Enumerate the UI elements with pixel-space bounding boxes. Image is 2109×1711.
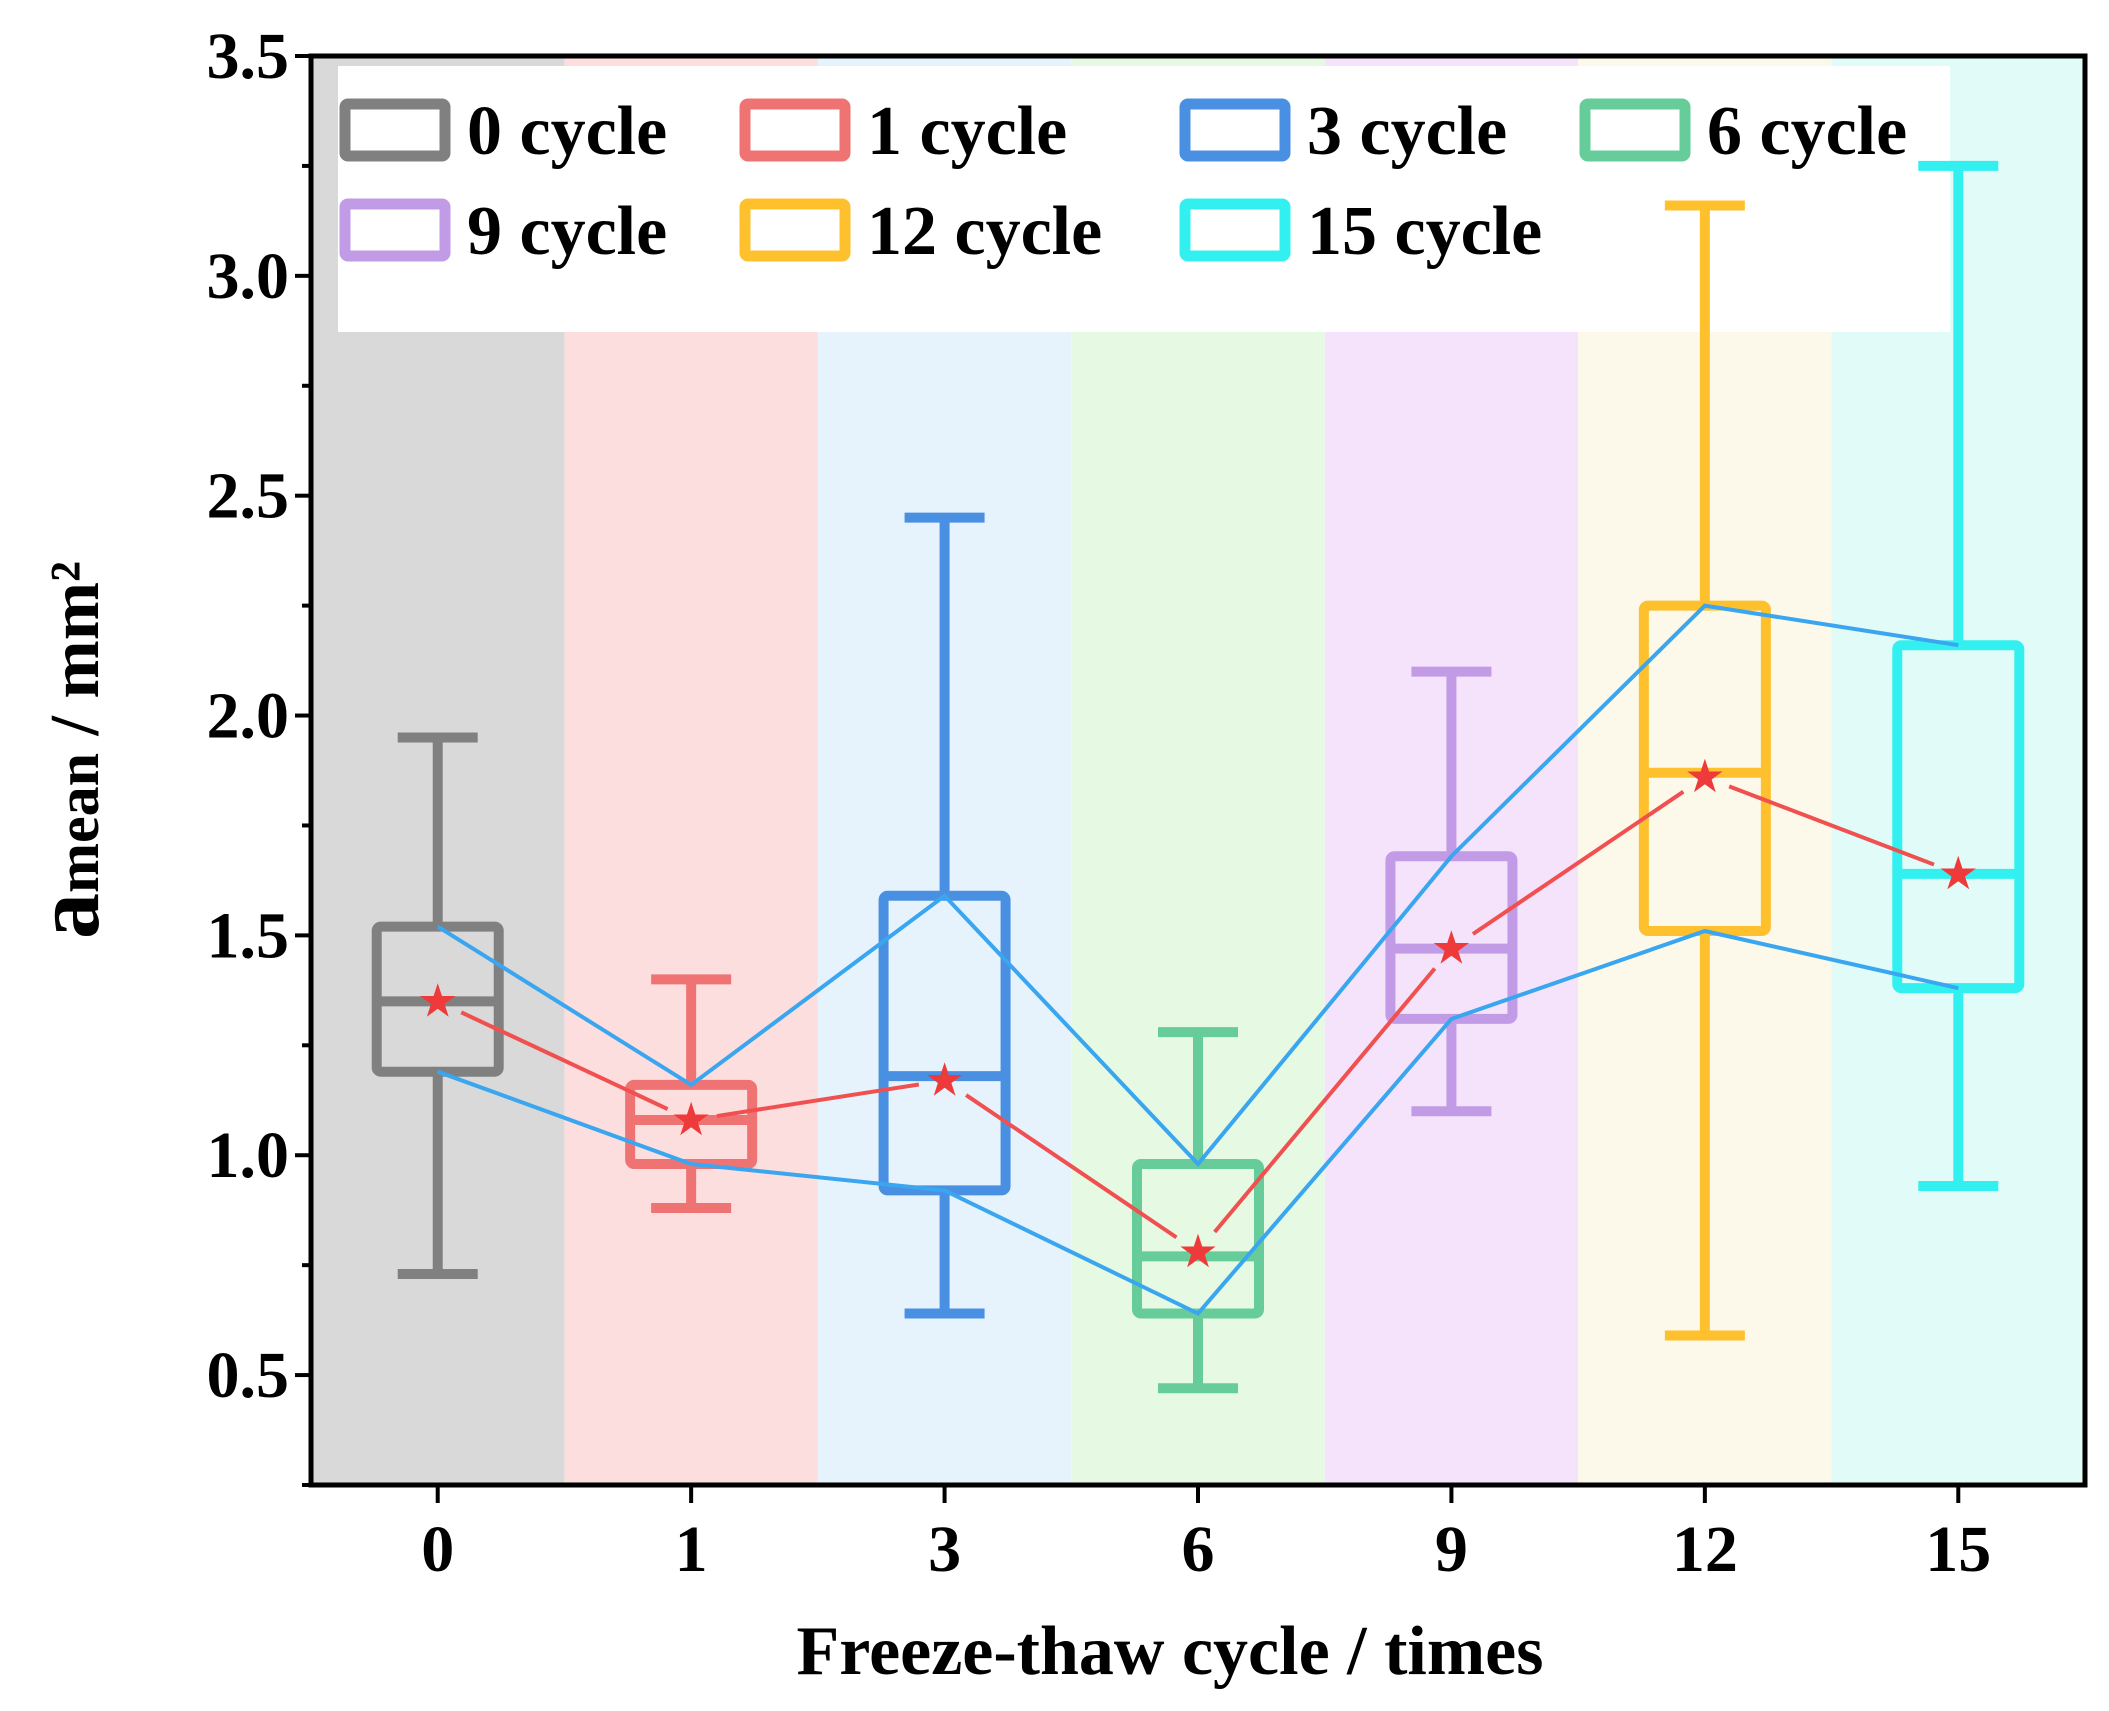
legend-label: 12 cycle bbox=[867, 193, 1102, 270]
box-series bbox=[371, 160, 2025, 1394]
legend-label: 1 cycle bbox=[867, 93, 1067, 170]
x-axis-title: Freeze-thaw cycle / times bbox=[797, 1613, 1544, 1690]
y-axis-title-main: a bbox=[16, 893, 118, 939]
y-tick-label: 2.5 bbox=[207, 460, 290, 533]
x-tick-label: 12 bbox=[1672, 1513, 1738, 1586]
legend-swatch bbox=[739, 98, 851, 162]
mean-line-segment bbox=[460, 1010, 669, 1111]
legend-entry-0: 0 cycle bbox=[339, 93, 667, 170]
mean-marker-15: ★ bbox=[1938, 846, 1979, 900]
legend-swatch bbox=[1179, 198, 1291, 262]
q1-line bbox=[437, 928, 1959, 1316]
mean-markers: ★ ★ ★ ★ ★ ★ ★ bbox=[417, 749, 1979, 1278]
y-tick-label: 1.0 bbox=[207, 1119, 290, 1192]
mean-marker-1: ★ bbox=[671, 1092, 712, 1146]
x-tick-label: 9 bbox=[1435, 1513, 1468, 1586]
y-axis-title-sub: mean bbox=[45, 753, 111, 893]
legend-label: 0 cycle bbox=[467, 93, 667, 170]
y-tick-label: 3.5 bbox=[207, 20, 290, 93]
legend-entry-1: 1 cycle bbox=[739, 93, 1067, 170]
legend-entry-6: 6 cycle bbox=[1579, 93, 1907, 170]
x-tick-label: 6 bbox=[1182, 1513, 1215, 1586]
trend-lines bbox=[436, 603, 1959, 1316]
legend-label: 9 cycle bbox=[467, 193, 667, 270]
mean-line-segment bbox=[716, 1082, 920, 1119]
y-axis-title-rest: / mm² bbox=[37, 561, 114, 753]
mean-marker-6: ★ bbox=[1177, 1224, 1218, 1278]
y-tick-label: 0.5 bbox=[207, 1339, 290, 1412]
mean-line-segment bbox=[1471, 790, 1685, 936]
legend-entry-12: 12 cycle bbox=[739, 193, 1102, 270]
legend-swatch bbox=[1579, 98, 1691, 162]
q3-line bbox=[436, 603, 1959, 1168]
y-axis-title: amean / mm² bbox=[16, 561, 118, 939]
x-tick-label: 0 bbox=[421, 1513, 454, 1586]
x-tick-label: 1 bbox=[675, 1513, 708, 1586]
legend-label: 15 cycle bbox=[1307, 193, 1542, 270]
mean-marker-0: ★ bbox=[417, 973, 458, 1027]
mean-line-segment bbox=[964, 1093, 1178, 1240]
legend-swatch bbox=[739, 198, 851, 262]
mean-line-segment bbox=[1213, 967, 1437, 1234]
legend-swatch bbox=[339, 98, 451, 162]
mean-marker-3: ★ bbox=[924, 1052, 965, 1106]
legend-entry-9: 9 cycle bbox=[339, 193, 667, 270]
legend: 0 cycle 1 cycle 3 cycle 6 cycle 9 cycle 12 cy… bbox=[338, 66, 1950, 332]
y-axis: 0.5 1.0 1.5 2.0 2.5 3.0 3.5 bbox=[207, 20, 311, 1487]
mean-line-segment bbox=[1728, 784, 1935, 867]
y-tick-label: 1.5 bbox=[207, 899, 290, 972]
y-tick-label: 3.0 bbox=[207, 240, 290, 313]
legend-label: 6 cycle bbox=[1707, 93, 1907, 170]
mean-marker-9: ★ bbox=[1431, 921, 1472, 975]
mean-marker-12: ★ bbox=[1684, 749, 1725, 803]
x-axis: 0 1 3 6 9 12 15 bbox=[421, 1485, 1991, 1586]
legend-swatch bbox=[1179, 98, 1291, 162]
x-tick-label: 3 bbox=[928, 1513, 961, 1586]
legend-label: 3 cycle bbox=[1307, 93, 1507, 170]
y-tick-label: 2.0 bbox=[207, 680, 290, 753]
legend-entry-3: 3 cycle bbox=[1179, 93, 1507, 170]
legend-swatch bbox=[339, 198, 451, 262]
x-tick-label: 15 bbox=[1925, 1513, 1991, 1586]
legend-entry-15: 15 cycle bbox=[1179, 193, 1542, 270]
